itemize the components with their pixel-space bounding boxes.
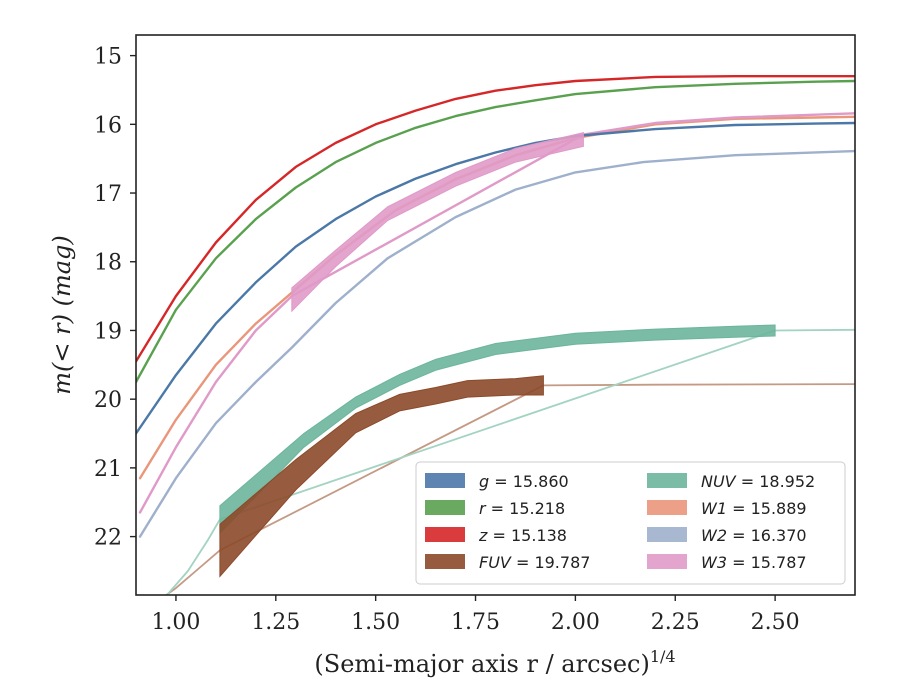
- legend-entry: g = 15.860: [479, 472, 569, 491]
- legend-swatch: [647, 554, 687, 569]
- y-tick-label: 22: [94, 526, 122, 551]
- legend-swatch: [425, 527, 465, 542]
- series-line-w3: [138, 112, 855, 514]
- series-band-fuv: [219, 375, 544, 578]
- y-tick-label: 19: [94, 319, 122, 344]
- x-tick-label: 1.75: [451, 610, 500, 635]
- series-band-nuv: [219, 324, 776, 535]
- legend-swatch: [425, 500, 465, 515]
- x-tick-label: 1.00: [151, 610, 200, 635]
- series-line-z: [136, 74, 855, 363]
- series-line-w2: [138, 149, 855, 538]
- legend-value: = 15.889: [727, 499, 807, 518]
- legend-swatch: [647, 500, 687, 515]
- legend-entry: r = 15.218: [479, 499, 565, 518]
- legend-entry: W1 = 15.889: [701, 499, 807, 518]
- legend-swatch: [425, 473, 465, 488]
- legend-swatch: [425, 554, 465, 569]
- y-tick-label: 17: [94, 182, 122, 207]
- legend-symbol: FUV: [479, 553, 512, 572]
- x-tick-label: 2.50: [751, 610, 800, 635]
- x-axis-label: (Semi-major axis r / arcsec)1/4: [314, 647, 675, 678]
- legend-entry: FUV = 19.787: [479, 553, 590, 572]
- plot-frame: [135, 34, 856, 596]
- series-layer: [136, 74, 855, 595]
- legend-symbol: W3: [701, 553, 727, 572]
- x-tick-label: 2.00: [551, 610, 600, 635]
- legend-symbol: NUV: [701, 472, 737, 491]
- x-axis: 1.00 1.25 1.50 1.75 2.00 2.25 2.50: [151, 595, 800, 635]
- legend-entry: W2 = 16.370: [701, 526, 807, 545]
- legend-swatch: [647, 527, 687, 542]
- legend-value: = 15.787: [727, 553, 807, 572]
- x-tick-label: 2.25: [651, 610, 700, 635]
- legend-entry: W3 = 15.787: [701, 553, 807, 572]
- y-axis-label: m(< r) (mag): [48, 235, 76, 394]
- legend-value: = 18.952: [736, 472, 816, 491]
- legend-value: = 16.370: [727, 526, 807, 545]
- y-tick-label: 20: [94, 388, 122, 413]
- y-tick-label: 15: [94, 45, 122, 70]
- legend-value: = 15.860: [489, 472, 569, 491]
- y-tick-label: 16: [94, 113, 122, 138]
- y-tick-label: 21: [94, 457, 122, 482]
- series-band-w3-band: [291, 131, 584, 313]
- legend-symbol: W1: [701, 499, 727, 518]
- legend-symbol: g: [479, 472, 489, 491]
- legend-symbol: r: [479, 499, 487, 518]
- x-axis-label-exponent: 1/4: [650, 647, 676, 666]
- x-tick-label: 1.50: [351, 610, 400, 635]
- x-tick-label: 1.25: [251, 610, 300, 635]
- y-tick-label: 18: [94, 251, 122, 276]
- series-line-nuv-extension: [165, 328, 855, 595]
- legend-box: [415, 461, 846, 585]
- series-line-w1: [138, 115, 855, 480]
- legend-value: = 15.138: [487, 526, 567, 545]
- legend-entry: z = 15.138: [478, 526, 567, 545]
- series-line-g: [136, 121, 855, 435]
- series-line-r: [136, 79, 855, 384]
- legend-swatch: [647, 473, 687, 488]
- y-axis: 15 16 17 18 19 20 21 22: [94, 45, 136, 551]
- legend-symbol: z: [478, 526, 488, 545]
- legend-symbol: W2: [701, 526, 727, 545]
- legend-value: = 15.218: [486, 499, 566, 518]
- legend-entry: NUV = 18.952: [701, 472, 815, 491]
- legend-value: = 19.787: [511, 553, 591, 572]
